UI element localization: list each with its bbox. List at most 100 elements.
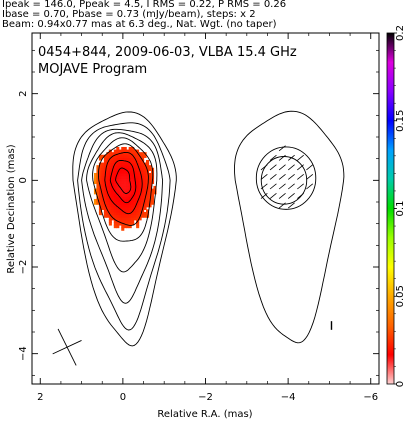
- polarization-pixel: [148, 175, 152, 179]
- polarization-pixel: [128, 159, 132, 164]
- polarization-pixel: [128, 162, 132, 166]
- polarization-pixel: [103, 157, 107, 161]
- polarization-pixel: [116, 162, 120, 166]
- polarization-pixel: [116, 222, 120, 226]
- polarization-pixel: [131, 211, 135, 216]
- polarization-pixel: [118, 167, 122, 171]
- polarization-pixel: [143, 214, 147, 218]
- polarization-pixel: [116, 149, 120, 153]
- colorbar-tick-label: 0.05: [395, 285, 406, 307]
- polarization-pixel: [108, 219, 112, 223]
- polarization-pixel: [96, 201, 100, 205]
- polarization-pixel: [148, 172, 152, 177]
- polarization-pixel: [96, 185, 100, 190]
- polarization-pixel: [138, 157, 142, 161]
- polarization-pixel: [143, 201, 147, 205]
- polarization-pixel: [126, 149, 130, 153]
- polarization-pixel: [121, 172, 125, 177]
- polarization-pixel: [123, 146, 127, 151]
- polarization-pixel: [146, 196, 150, 200]
- polarization-pixel: [141, 183, 145, 187]
- polarization-pixel: [128, 149, 132, 153]
- contour-level: [77, 122, 171, 331]
- polarization-pixel: [138, 211, 142, 216]
- polarization-pixel: [113, 149, 117, 153]
- polarization-pixel: [113, 157, 117, 161]
- polarization-pixel: [128, 175, 132, 179]
- polarization-pixel: [123, 185, 127, 190]
- colorbar-tick-label: 0.15: [395, 110, 406, 132]
- evpa-tick: [278, 173, 286, 180]
- polarization-pixel: [146, 188, 150, 192]
- polarization-pixel: [106, 172, 110, 177]
- polarization-pixel: [111, 209, 115, 213]
- polarization-pixel: [123, 191, 127, 195]
- polarization-pixel: [146, 180, 150, 184]
- polarization-pixel: [146, 178, 150, 182]
- polarization-pixel: [148, 191, 152, 195]
- polarization-pixel: [136, 185, 140, 190]
- polarization-pixel: [98, 167, 102, 171]
- polarization-pixel: [121, 227, 125, 231]
- colorbar-ticks: 0 0.05 0.1 0.15 0.2: [394, 25, 406, 387]
- polarization-pixel: [118, 219, 122, 223]
- polarization-pixel: [98, 191, 102, 195]
- polarization-pixel: [126, 167, 130, 171]
- polarization-pixel: [126, 224, 130, 229]
- polarization-pixel: [123, 162, 127, 166]
- polarization-pixel: [141, 193, 145, 197]
- polarization-pixel: [146, 162, 150, 166]
- polarization-pixel: [108, 211, 112, 216]
- polarization-pixel: [133, 152, 137, 156]
- header-base-steps: Ibase = 0.70, Pbase = 0.73 (mJy/beam), s…: [2, 9, 256, 20]
- evpa-tick: [287, 202, 295, 209]
- polarization-pixel: [118, 204, 122, 208]
- polarization-pixel: [148, 185, 152, 190]
- polarization-pixel: [103, 154, 107, 158]
- polarization-pixel: [126, 157, 130, 161]
- polarization-pixel: [113, 180, 117, 184]
- polarization-pixel: [141, 180, 145, 184]
- polarization-pixel: [141, 170, 145, 174]
- polarization-pixel: [93, 198, 98, 203]
- polarization-pixel: [111, 152, 115, 156]
- polarization-pixel: [121, 219, 125, 223]
- polarization-pixel: [96, 191, 100, 195]
- polarization-pixel: [121, 167, 125, 171]
- polarization-pixel: [106, 206, 110, 210]
- polarization-pixel: [136, 196, 140, 200]
- polarization-pixel: [121, 180, 125, 184]
- polarization-pixel: [121, 191, 125, 195]
- polarization-pixel: [138, 201, 142, 205]
- polarization-pixel: [106, 167, 110, 171]
- polarization-pixel: [123, 201, 127, 205]
- colorbar-tick-label: 0.1: [395, 201, 406, 217]
- polarization-pixel: [106, 211, 110, 216]
- polarization-pixel: [136, 170, 140, 174]
- y-axis-title: Relative Decination (mas): [6, 144, 17, 273]
- polarization-pixel: [116, 214, 120, 218]
- polarization-pixel: [111, 183, 115, 187]
- polarization-pixel: [98, 157, 102, 161]
- polarization-pixel: [103, 193, 107, 197]
- polarization-pixel: [143, 172, 147, 177]
- polarization-pixel: [113, 159, 117, 164]
- total-intensity-contours: [72, 111, 177, 347]
- polarization-pixel: [136, 154, 140, 158]
- polarization-pixel: [121, 185, 125, 190]
- polarization-pixel: [106, 214, 110, 218]
- x-axis-title: Relative R.A. (mas): [157, 409, 252, 420]
- polarization-pixel: [136, 209, 140, 213]
- polarization-pixel: [96, 178, 100, 182]
- polarization-pixel: [113, 193, 117, 197]
- polarization-pixel: [98, 154, 102, 158]
- polarization-pixel: [141, 178, 145, 182]
- polarization-pixel: [106, 154, 110, 158]
- polarization-pixel: [126, 217, 130, 221]
- polarization-pixel: [128, 219, 132, 223]
- polarization-pixel: [121, 178, 125, 182]
- polarization-pixel: [106, 185, 110, 190]
- evpa-tick: [306, 164, 314, 171]
- polarization-pixel: [108, 193, 112, 197]
- polarization-pixel: [133, 211, 137, 216]
